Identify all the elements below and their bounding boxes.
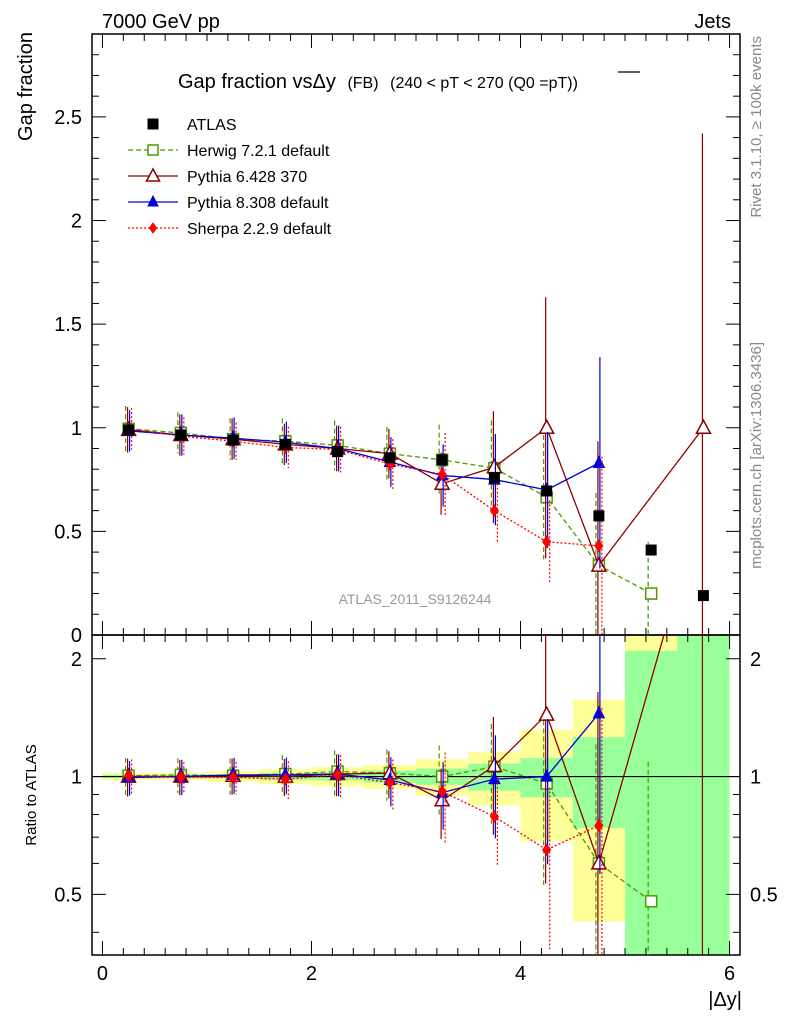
data-point [644,587,658,600]
legend-marker [147,118,159,130]
ratio-data-point [435,770,449,783]
ratio-y-tick-label-right: 0.5 [750,884,778,906]
ratio-data-point [332,768,343,782]
data-point [592,455,606,468]
y-tick-label: 0.5 [54,521,82,543]
x-axis-label: |Δy| [708,989,742,1011]
ratio-y-axis-label: Ratio to ATLAS [23,744,40,845]
y-tick-label: 2.5 [54,107,82,129]
legend-marker [145,167,161,182]
ratio-y-tick-label-right: 1 [750,767,761,789]
legend-label: Herwig 7.2.1 default [187,143,330,160]
ratio-data-point [228,771,238,784]
ratio-data-point [123,769,134,783]
ratio-y-tick-label: 1 [71,767,82,789]
ratio-band-inner [677,635,730,955]
data-point [542,535,552,549]
y-tick-label: 2 [71,211,82,233]
series-layer [120,133,712,955]
atlas-data-point [593,510,605,522]
atlas-data-point [384,452,396,464]
ratio-data-point [540,768,553,782]
header-process: Jets [694,11,731,33]
series-line [128,430,600,491]
atlas-data-point [227,434,239,446]
ratio-data-point [280,772,290,786]
ratio-data-point [486,756,503,773]
ratio-y-tick-label-right: 2 [750,649,761,671]
data-point [594,539,604,553]
series-pythia-2 [122,357,606,569]
ratio-series-sherpa-3 [123,707,604,955]
series-line [128,426,704,567]
legend: ATLAS Herwig 7.2.1 default Pythia 6.428 37… [128,117,332,238]
atlas-data-point [697,590,709,602]
ratio-uncertainty-bands [102,635,730,955]
header-energy: 7000 GeV pp [102,11,220,33]
ratio-series-line [128,712,600,794]
data-point [538,418,555,435]
data-point [489,504,500,518]
axis-ticks: 0 2 4 600.511.522.50.5 0.51 12 2 [54,34,778,985]
y-tick-label: 1 [71,418,82,440]
plot-title-main: Gap fraction vsΔy [178,71,336,93]
legend-label: ATLAS [187,117,237,134]
ratio-data-point [538,705,555,721]
x-tick-label: 2 [306,963,317,985]
legend-label: Sherpa 2.2.9 default [187,221,332,238]
legend-marker [148,222,158,234]
ratio-data-point [542,843,552,857]
y-tick-label: 0 [71,625,82,647]
analysis-watermark: ATLAS_2011_S9126244 [339,591,492,607]
ratio-data-point [385,776,395,789]
legend-marker [147,194,159,207]
atlas-data-point [123,424,135,436]
ratio-data-point [594,819,604,832]
series-atlas-data [123,424,709,602]
ratio-data-point [489,810,500,823]
x-tick-label: 0 [97,963,108,985]
ratio-data-point [176,771,186,784]
ratio-y-tick-label: 0.5 [54,884,82,906]
x-tick-label: 6 [724,963,735,985]
ratio-data-point [488,771,501,785]
data-point [437,468,447,481]
data-point [590,556,608,572]
legend-label: Pythia 8.308 default [187,195,329,212]
ratio-band-inner [572,737,626,828]
ratio-band-inner [625,650,678,955]
atlas-data-point [436,454,448,466]
mcplots-label: mcplots.cern.ch [arXiv:1306.3436] [748,342,765,569]
data-point [695,418,712,435]
plot-title-suffix: (FB) [347,75,378,92]
legend-marker [147,144,159,156]
ratio-y-tick-label: 2 [71,649,82,671]
y-axis-label: Gap fraction [15,32,37,141]
plot-title: Gap fraction vsΔy (FB) (240 < pT < 270 (… [178,71,578,93]
x-tick-label: 4 [515,963,526,985]
ratio-data-point [644,895,658,908]
atlas-data-point [279,438,291,450]
atlas-data-point [488,471,500,483]
atlas-data-point [645,544,657,556]
series-line [128,428,652,595]
atlas-data-point [332,446,344,458]
ratio-data-point [437,785,447,799]
plot-title-cut: (240 < pT < 270 (Q0 =pT)) [390,75,578,92]
atlas-data-point [541,485,553,497]
atlas-data-point [175,429,187,441]
rivet-version-label: Rivet 3.1.10, ≥ 100k events [748,36,765,218]
legend-label: Pythia 6.428 370 [187,169,307,186]
series-line [128,428,599,547]
y-tick-label: 1.5 [54,314,82,336]
